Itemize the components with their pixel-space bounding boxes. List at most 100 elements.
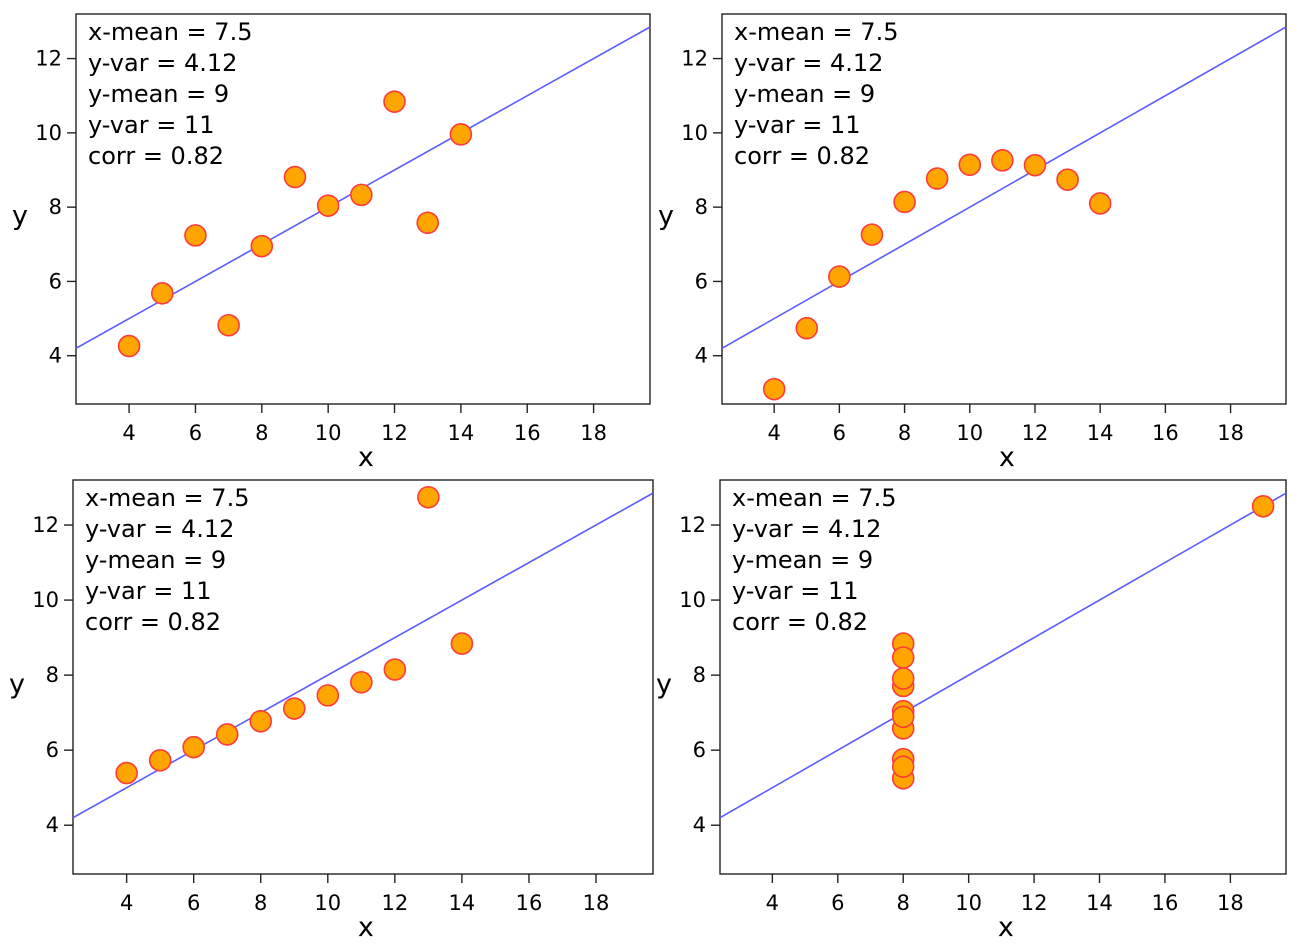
y-tick-label: 12 [679, 513, 706, 537]
scatter-panel-1: 4 6 8 10 12 14 16 18 4 6 8 10 12 x y x-mean = 7.5 y-var … [12, 13, 651, 473]
data-point [762, 377, 786, 401]
x-tick-label: 16 [1152, 421, 1179, 445]
data-point [1088, 192, 1112, 215]
data-point [891, 755, 915, 778]
y-tick-label: 6 [693, 738, 706, 762]
x-tick-label: 16 [514, 421, 541, 445]
data-point [250, 234, 274, 258]
data-point [148, 749, 172, 772]
x-tick-label: 14 [1087, 421, 1114, 445]
y-tick-label: 4 [46, 813, 59, 837]
data-point [249, 709, 273, 733]
y-tick-label: 6 [695, 269, 708, 293]
x-tick-label: 4 [120, 891, 133, 915]
x-axis-label: x [999, 442, 1015, 473]
data-point [417, 485, 440, 509]
stat-annotation: y-var = 4.12 [88, 49, 237, 77]
y-tick-label: 12 [35, 47, 62, 71]
scatter-panel-4: 4 6 8 10 12 14 16 18 4 6 8 10 12 x y x-mean = 7.5 y-var … [656, 479, 1287, 943]
data-point [350, 670, 373, 694]
data-point [828, 265, 851, 288]
y-tick-label: 8 [46, 663, 59, 687]
x-tick-label: 18 [580, 421, 607, 445]
data-point [117, 334, 141, 358]
x-tick-label: 10 [314, 891, 341, 915]
stat-annotation: corr = 0.82 [88, 142, 224, 170]
x-axis-label: x [358, 912, 374, 943]
x-tick-label: 14 [448, 421, 475, 445]
y-tick-label: 4 [49, 344, 62, 368]
y-tick-label: 4 [695, 344, 708, 368]
stat-annotation: y-var = 11 [88, 111, 214, 139]
stat-annotation: y-var = 4.12 [85, 515, 234, 543]
stat-annotation: corr = 0.82 [734, 142, 870, 170]
data-point [958, 153, 982, 177]
data-point [283, 165, 307, 189]
stat-annotation: x-mean = 7.5 [732, 484, 896, 512]
data-point [150, 282, 174, 305]
data-point [115, 761, 138, 785]
data-point [316, 684, 340, 707]
stat-annotation: corr = 0.82 [85, 608, 221, 636]
x-axis-label: x [358, 442, 374, 473]
stat-annotation: y-mean = 9 [732, 546, 873, 574]
x-tick-label: 10 [956, 421, 983, 445]
plot-frame [719, 479, 1287, 875]
x-axis-label: x [998, 912, 1014, 943]
stat-annotation: x-mean = 7.5 [734, 18, 898, 46]
plot-frame [72, 479, 654, 875]
data-point [383, 658, 407, 681]
x-tick-label: 18 [1217, 421, 1244, 445]
x-tick-label: 8 [255, 421, 268, 445]
y-tick-label: 6 [49, 269, 62, 293]
data-point [925, 167, 949, 190]
stat-annotation: y-var = 11 [734, 111, 860, 139]
data-point [1023, 153, 1047, 177]
x-tick-label: 4 [122, 421, 135, 445]
data-point [860, 223, 884, 246]
stat-annotation: x-mean = 7.5 [85, 484, 249, 512]
x-tick-label: 8 [898, 421, 911, 445]
data-point [316, 194, 340, 217]
y-tick-label: 10 [679, 588, 706, 612]
stat-annotation: y-var = 4.12 [732, 515, 881, 543]
plot-frame [75, 13, 651, 405]
x-tick-label: 12 [1021, 891, 1048, 915]
data-point [891, 667, 915, 690]
x-tick-label: 6 [833, 421, 846, 445]
x-tick-label: 14 [1086, 891, 1113, 915]
x-tick-label: 4 [767, 421, 780, 445]
y-tick-label: 12 [32, 513, 59, 537]
x-tick-label: 8 [254, 891, 267, 915]
data-point [215, 723, 239, 746]
y-tick-label: 10 [35, 121, 62, 145]
data-point [184, 224, 207, 247]
x-tick-label: 6 [831, 891, 844, 915]
x-tick-label: 10 [955, 891, 982, 915]
y-axis-label: y [12, 201, 28, 232]
data-point [1056, 168, 1079, 191]
y-tick-label: 8 [49, 195, 62, 219]
stat-annotation: x-mean = 7.5 [88, 18, 252, 46]
x-tick-label: 12 [381, 421, 408, 445]
data-point [1251, 494, 1275, 518]
data-point [282, 697, 306, 720]
x-tick-label: 6 [189, 421, 202, 445]
data-point [893, 190, 916, 214]
data-point [383, 90, 406, 113]
y-tick-label: 8 [693, 663, 706, 687]
x-tick-label: 12 [1022, 421, 1049, 445]
stat-annotation: y-var = 4.12 [734, 49, 883, 77]
x-tick-label: 8 [897, 891, 910, 915]
scatter-panel-2: 4 6 8 10 12 14 16 18 4 6 8 10 12 x y x-mean = 7.5 y-var … [658, 13, 1287, 473]
y-tick-label: 6 [46, 738, 59, 762]
y-axis-label: y [9, 669, 25, 700]
x-tick-label: 18 [583, 891, 610, 915]
y-tick-label: 4 [693, 813, 706, 837]
x-tick-label: 6 [187, 891, 200, 915]
plot-frame [721, 13, 1287, 405]
data-point [795, 316, 819, 340]
x-tick-label: 10 [315, 421, 342, 445]
y-tick-label: 12 [681, 47, 708, 71]
